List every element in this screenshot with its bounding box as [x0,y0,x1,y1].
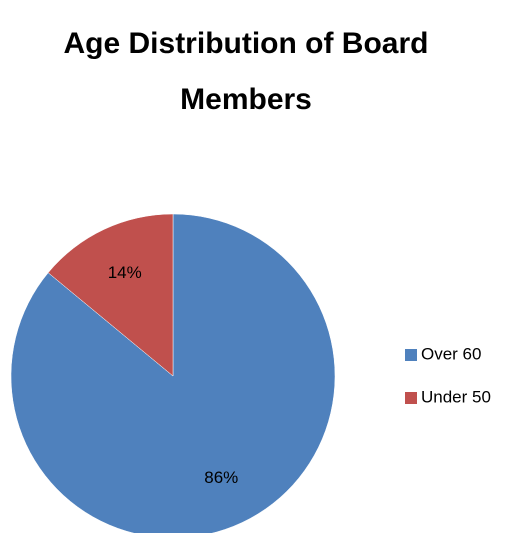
pie-slice [47,213,174,377]
legend-swatch [405,392,417,404]
legend-label: Over 60 [421,344,481,363]
chart-title: Age Distribution of Board Members [63,27,429,116]
legend-label: Under 50 [421,387,491,406]
legend-swatch [405,349,417,361]
data-label: 86% [204,468,238,487]
data-label: 14% [108,263,142,282]
